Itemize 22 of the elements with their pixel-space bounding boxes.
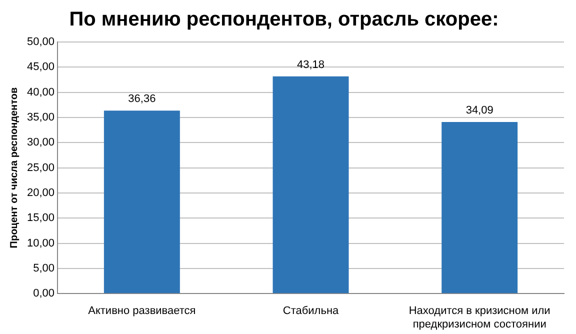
chart-title: По мнению респондентов, отрасль скорее: xyxy=(69,8,499,31)
y-tick-label: 10,00 xyxy=(26,237,55,250)
y-tick-label: 45,00 xyxy=(26,61,55,74)
bar xyxy=(442,122,518,294)
x-tick-label: Стабильна xyxy=(282,305,340,318)
x-tick-label: Находится в кризисном или предкризисном состоянии xyxy=(408,305,550,330)
data-label: 36,36 xyxy=(128,93,156,106)
y-tick-label: 15,00 xyxy=(26,212,55,224)
y-tick-label: 25,00 xyxy=(26,162,55,174)
y-tick-label: 5,00 xyxy=(33,262,55,274)
y-tick-label: 30,00 xyxy=(26,136,55,149)
y-tick-label: 0,00 xyxy=(33,288,55,300)
bar xyxy=(272,76,349,294)
y-tick-label: 40,00 xyxy=(26,86,55,98)
y-tick-label: 20,00 xyxy=(26,186,55,199)
y-axis-title: Процент от числа респондентов xyxy=(8,87,20,248)
data-label: 34,09 xyxy=(466,104,494,117)
data-label: 43,18 xyxy=(297,58,325,71)
y-tick-label: 50,00 xyxy=(26,36,55,48)
y-tick-label: 35,00 xyxy=(26,112,55,124)
x-tick-label: Активно развивается xyxy=(88,305,196,318)
bar xyxy=(104,110,180,294)
